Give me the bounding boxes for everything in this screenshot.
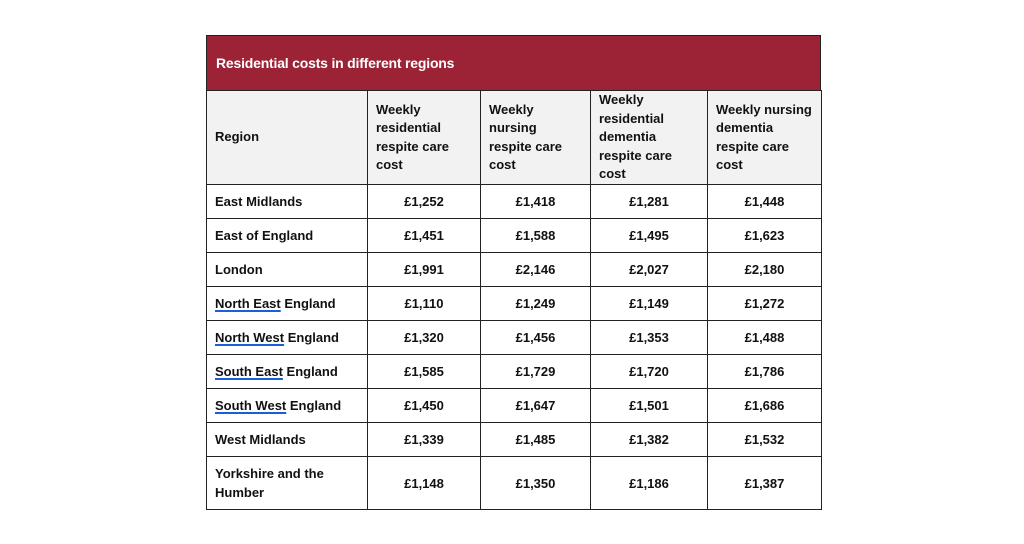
column-header-nursing-dementia: Weekly nursing dementia respite care cos…	[707, 90, 822, 185]
cost-cell: £2,027	[590, 252, 708, 287]
column-header-residential-dementia: Weekly residential dementia respite care…	[590, 90, 708, 185]
region-name-marked: South West	[215, 398, 287, 413]
cost-cell: £1,991	[367, 252, 481, 287]
cost-cell: £1,448	[707, 184, 822, 219]
cost-cell: £1,353	[590, 320, 708, 355]
cost-cell: £1,148	[367, 456, 481, 510]
cost-cell: £1,186	[590, 456, 708, 510]
cost-cell: £1,320	[367, 320, 481, 355]
cost-table-container: Residential costs in different regions R…	[206, 35, 822, 510]
column-header-nursing: Weekly nursing respite care cost	[480, 90, 591, 185]
region-cell: North West England	[206, 320, 368, 355]
cost-cell: £1,451	[367, 218, 481, 253]
region-name: East Midlands	[215, 194, 303, 209]
cost-cell: £1,585	[367, 354, 481, 389]
cost-cell: £1,350	[480, 456, 591, 510]
cost-cell: £1,786	[707, 354, 822, 389]
region-name: England	[282, 364, 338, 379]
cost-cell: £1,418	[480, 184, 591, 219]
cost-cell: £1,272	[707, 286, 822, 321]
table-row: Yorkshire and the Humber £1,148 £1,350 £1,1…	[206, 456, 822, 510]
cost-cell: £1,387	[707, 456, 822, 510]
cost-cell: £1,488	[707, 320, 822, 355]
header-row: Region Weekly residential respite care c…	[206, 90, 822, 185]
table-row: East of England £1,451 £1,588 £1,495 £1,623	[206, 218, 822, 253]
cost-cell: £1,382	[590, 422, 708, 457]
table-row: South West England £1,450 £1,647 £1,501 £1,6…	[206, 388, 822, 423]
cost-cell: £2,146	[480, 252, 591, 287]
cost-cell: £1,647	[480, 388, 591, 423]
cost-cell: £1,339	[367, 422, 481, 457]
table-row: East Midlands £1,252 £1,418 £1,281 £1,448	[206, 184, 822, 219]
region-name-marked: North West	[215, 330, 285, 345]
cost-cell: £1,623	[707, 218, 822, 253]
region-cell: South West England	[206, 388, 368, 423]
region-name: England	[280, 296, 336, 311]
cost-cell: £1,686	[707, 388, 822, 423]
cost-cell: £1,720	[590, 354, 708, 389]
region-name: England	[284, 330, 339, 345]
cost-cell: £1,110	[367, 286, 481, 321]
region-cell: East of England	[206, 218, 368, 253]
cost-cell: £1,456	[480, 320, 591, 355]
cost-cell: £1,588	[480, 218, 591, 253]
region-cell: London	[206, 252, 368, 287]
region-name-marked: South East	[215, 364, 283, 379]
cost-cell: £1,729	[480, 354, 591, 389]
table-row: North West England £1,320 £1,456 £1,353 £1,4…	[206, 320, 822, 355]
region-name: London	[215, 262, 263, 277]
table-row: London £1,991 £2,146 £2,027 £2,180	[206, 252, 822, 287]
region-cell: South East England	[206, 354, 368, 389]
region-name: Yorkshire and the Humber	[215, 466, 328, 500]
table-row: West Midlands £1,339 £1,485 £1,382 £1,532	[206, 422, 822, 457]
region-cell: West Midlands	[206, 422, 368, 457]
table-row: North East England £1,110 £1,249 £1,149 £1,2…	[206, 286, 822, 321]
cost-cell: £1,532	[707, 422, 822, 457]
region-name: England	[286, 398, 342, 413]
cost-cell: £1,149	[590, 286, 708, 321]
column-header-residential: Weekly residential respite care cost	[367, 90, 481, 185]
cost-cell: £1,495	[590, 218, 708, 253]
column-header-region: Region	[206, 90, 368, 185]
region-name: West Midlands	[215, 432, 306, 447]
region-name-marked: North East	[215, 296, 281, 311]
region-name: East of England	[215, 228, 314, 243]
cost-cell: £1,485	[480, 422, 591, 457]
cost-cell: £1,281	[590, 184, 708, 219]
region-cell: Yorkshire and the Humber	[206, 456, 368, 510]
cost-cell: £1,252	[367, 184, 481, 219]
cost-cell: £2,180	[707, 252, 822, 287]
cost-cell: £1,450	[367, 388, 481, 423]
table-title: Residential costs in different regions	[206, 35, 821, 90]
table-row: South East England £1,585 £1,729 £1,720 £1,7…	[206, 354, 822, 389]
region-cell: North East England	[206, 286, 368, 321]
cost-cell: £1,249	[480, 286, 591, 321]
region-cell: East Midlands	[206, 184, 368, 219]
cost-cell: £1,501	[590, 388, 708, 423]
regional-costs-table: Region Weekly residential respite care c…	[206, 90, 822, 510]
